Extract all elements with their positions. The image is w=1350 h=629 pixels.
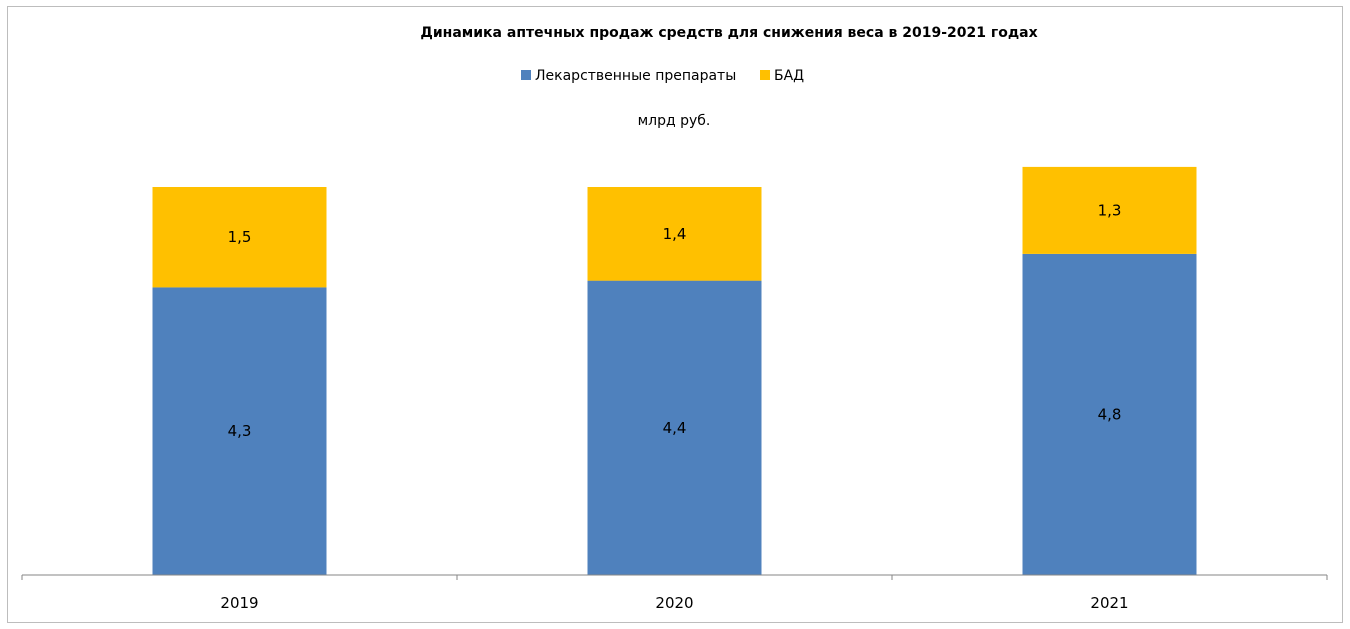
x-axis: 2019 2020 2021	[21, 574, 1328, 612]
legend-swatch-drugs	[521, 70, 531, 80]
legend: Лекарственные препараты БАД	[521, 68, 804, 84]
legend-label-supplements: БАД	[774, 68, 804, 84]
data-label-supplements-2021: 1,3	[1098, 201, 1122, 219]
data-label-drugs-2021: 4,8	[1098, 405, 1122, 423]
data-label-drugs-2020: 4,4	[663, 419, 687, 437]
chart-title: Динамика аптечных продаж средств для сни…	[420, 25, 1037, 41]
data-label-drugs-2019: 4,3	[228, 422, 252, 440]
unit-label: млрд руб.	[638, 113, 711, 129]
bar-supplements-2021	[1022, 166, 1197, 254]
bar-drugs-2021	[1022, 253, 1197, 575]
data-label-supplements-2020: 1,4	[663, 225, 687, 243]
x-tick-label-2021: 2021	[1090, 594, 1128, 612]
legend-label-drugs: Лекарственные препараты	[535, 68, 736, 84]
bar-supplements-2019	[152, 187, 327, 288]
bar-supplements-2020	[587, 187, 762, 281]
bars-layer	[152, 166, 1197, 575]
data-label-supplements-2019: 1,5	[228, 228, 252, 246]
legend-swatch-supplements	[760, 70, 770, 80]
data-labels-layer: 4,3 1,5 4,4 1,4 4,8 1,3	[228, 201, 1122, 440]
bar-drugs-2019	[152, 287, 327, 575]
x-tick-label-2019: 2019	[220, 594, 258, 612]
x-tick-label-2020: 2020	[655, 594, 693, 612]
bar-drugs-2020	[587, 280, 762, 575]
